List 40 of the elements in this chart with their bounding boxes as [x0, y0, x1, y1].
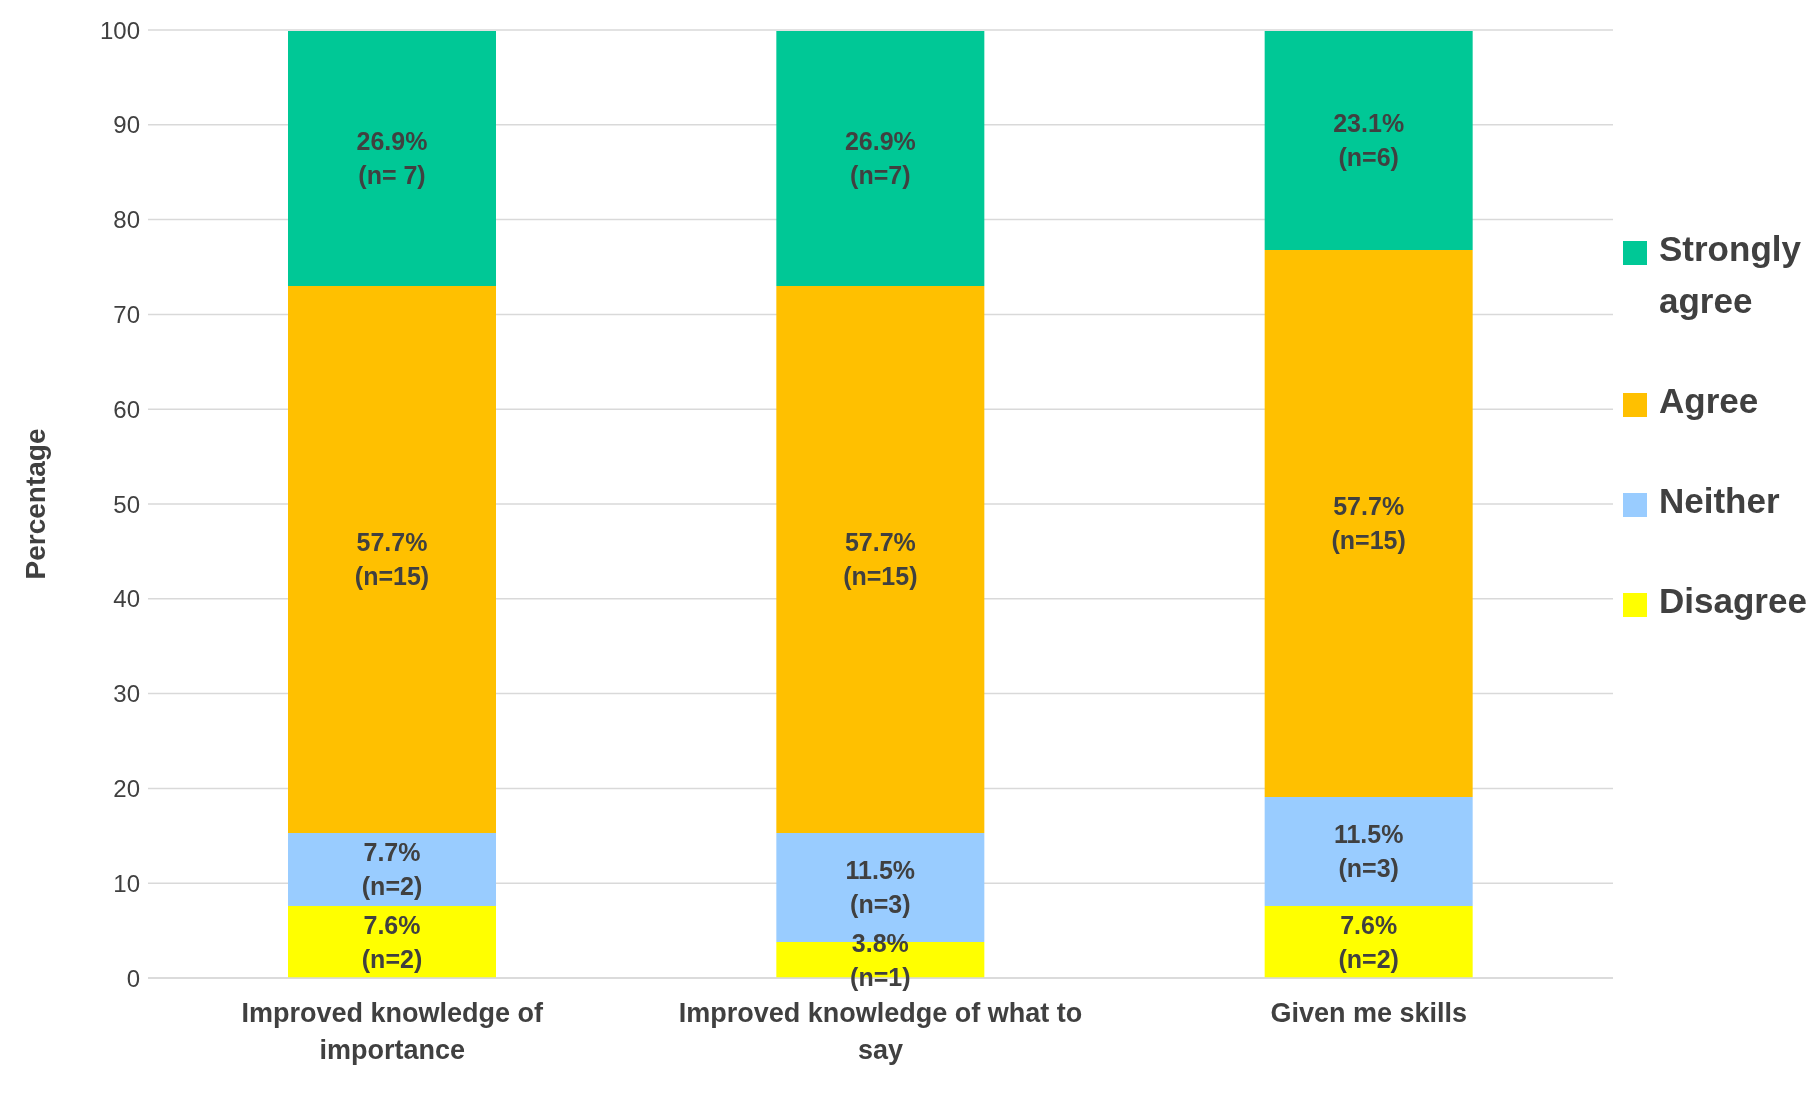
y-tick-label: 90 — [113, 111, 140, 139]
data-label: 57.7% (n=15) — [1331, 492, 1406, 555]
bar — [776, 30, 985, 286]
bar — [288, 905, 496, 978]
legend-label: Disagree — [1659, 580, 1807, 622]
bar — [1264, 905, 1473, 978]
data-label: 11.5% (n=3) — [845, 856, 916, 919]
y-tick-label: 0 — [126, 964, 140, 992]
x-tick-label: Given me skills — [1270, 998, 1468, 1028]
data-label: 7.6% (n=2) — [1338, 910, 1399, 973]
data-label: 26.9% (n=7) — [844, 127, 916, 190]
y-tick-label: 40 — [113, 585, 140, 613]
bar — [288, 30, 496, 286]
data-label: 57.7% (n=15) — [843, 528, 918, 591]
bar — [288, 285, 496, 833]
data-label: 26.9% (n= 7) — [356, 127, 428, 190]
y-tick-label: 100 — [99, 16, 140, 44]
y-axis-title: Percentage — [19, 428, 51, 580]
bar — [1264, 796, 1473, 906]
bar — [288, 832, 496, 906]
data-label: 23.1% (n=6) — [1333, 109, 1405, 172]
data-label: 57.7% (n=15) — [354, 528, 430, 591]
y-tick-label: 80 — [113, 206, 140, 234]
y-tick-label: 50 — [113, 490, 140, 518]
x-tick-label: Improved knowledge of importance — [241, 998, 544, 1065]
y-tick-label: 30 — [113, 680, 140, 708]
data-label: 7.6% (n=2) — [361, 910, 423, 973]
y-tick-label: 10 — [113, 869, 140, 897]
legend-label: Agree — [1659, 380, 1759, 422]
legend-label: Strongly agree — [1659, 228, 1802, 322]
y-tick-label: 70 — [113, 300, 140, 328]
y-tick-label: 20 — [113, 774, 140, 802]
x-tick-label: Improved knowledge of what to say — [678, 998, 1083, 1065]
bar — [1264, 30, 1473, 250]
y-tick-label: 60 — [113, 395, 140, 423]
legend-label: Neither — [1659, 480, 1780, 522]
bar — [776, 285, 985, 833]
data-label: 11.5% (n=3) — [1333, 820, 1404, 883]
data-label: 7.7% (n=2) — [361, 838, 423, 901]
bar — [1264, 249, 1473, 797]
